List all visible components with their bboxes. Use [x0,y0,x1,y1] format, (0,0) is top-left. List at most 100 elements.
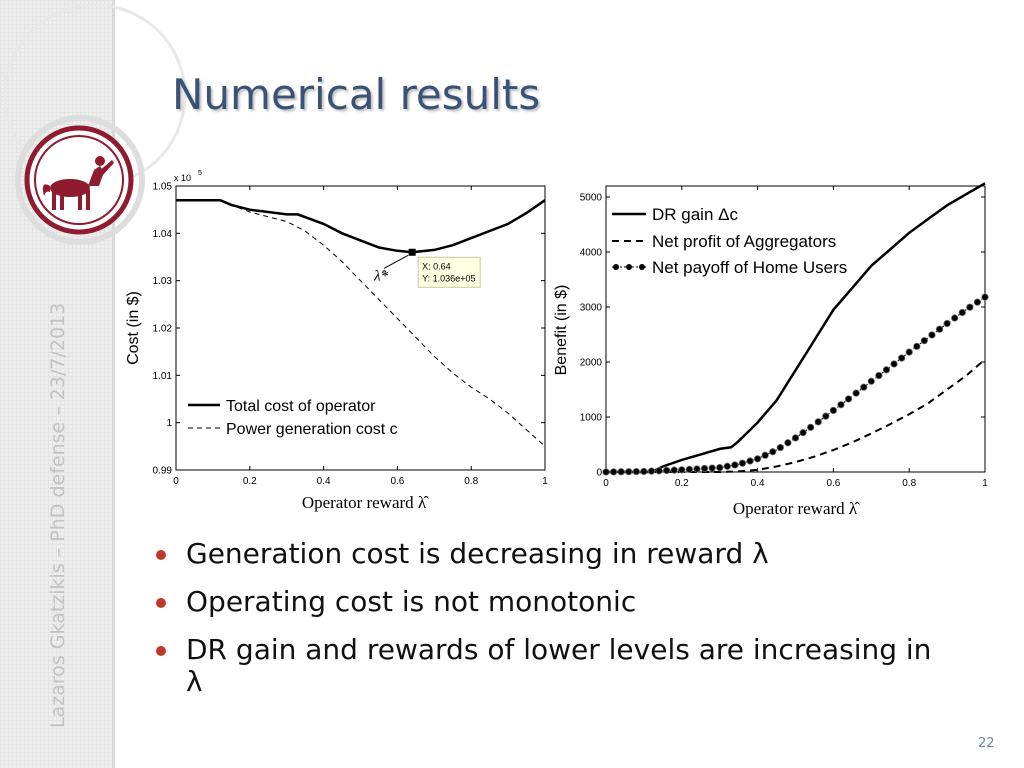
data-point [769,448,777,456]
data-point [943,319,951,328]
data-point [670,466,678,474]
data-point [791,434,800,442]
legend-label-dr-gain: DR gain Δc [652,205,738,224]
y-tick-label: 1.05 [153,182,173,193]
data-tip-y: Y: 1.036e+05 [422,273,475,283]
x-tick-label: 0.2 [243,476,257,487]
bullet-item: DR gain and rewards of lower levels are … [150,634,950,698]
sidebar-divider [112,0,115,768]
annotation-label: λ̂* [373,268,388,284]
legend-marker-home-users [626,264,632,270]
data-tip-marker [408,248,416,256]
data-point [753,455,762,463]
x-tick-label: 0.8 [464,476,478,487]
legend-right: DR gain Δc Net profit of Aggregators Net… [612,205,847,277]
data-point [738,459,747,467]
data-point [625,468,633,476]
legend-marker-home-users [613,264,619,270]
y-tick-label: 1000 [580,413,603,424]
bullet-text: DR gain and rewards of lower levels are … [186,633,932,698]
y-tick-label: 1.03 [153,276,173,287]
data-point [799,429,807,437]
series-markers-home-users [602,293,989,476]
y-tick-label: 0.99 [153,466,173,477]
x-tick-label: 0.4 [751,478,765,489]
page-number: 22 [978,736,995,751]
data-point [708,464,716,472]
data-point [685,465,693,473]
exponent-label: x 10 [174,173,191,183]
data-point [746,457,754,465]
bullet-marker [156,646,166,656]
bullet-item: Operating cost is not monotonic [150,586,950,618]
data-point [822,412,830,420]
x-tick-label: 0.8 [902,478,916,489]
series-line-generation-cost [176,199,546,447]
y-tick-label: 1.02 [153,324,173,335]
data-point [647,467,656,475]
data-point [844,395,853,403]
annotation-arrow [383,254,409,269]
x-axis-label-right: Operator reward λ̂ [733,499,860,518]
legend-label-home-users: Net payoff of Home Users [652,258,847,277]
plot-area-right [605,185,986,473]
bullet-text: Operating cost is not monotonic [186,585,637,618]
exponent-power: 5 [198,170,202,177]
data-point [829,406,838,414]
data-point [890,360,898,368]
data-tip-box [417,256,481,288]
bullet-item: Generation cost is decreasing in reward … [150,538,950,570]
slide-title: Numerical results [172,70,541,119]
legend-label-aggregators: Net profit of Aggregators [652,232,836,251]
x-tick-label: 0.6 [390,476,404,487]
data-point [700,464,709,473]
data-point [913,342,921,350]
series-line-dr-gain [606,182,986,474]
data-tip-x: X: 0.64 [422,261,451,271]
data-point [663,466,671,475]
data-point [882,366,891,374]
y-tick-label: 1.04 [153,229,173,240]
series-line-total-cost [176,198,546,254]
data-point [875,371,883,380]
y-tick-label: 3000 [580,303,603,314]
bullet-list: Generation cost is decreasing in reward … [150,538,950,714]
data-point [928,331,936,339]
legend-marker-home-users [639,264,645,270]
series-line-aggregators [606,358,986,473]
bullet-text: Generation cost is decreasing in reward … [186,537,769,570]
y-tick-label: 5000 [580,193,603,204]
data-point [920,337,928,345]
data-point [716,463,724,472]
data-point [609,468,618,476]
data-point [898,354,906,362]
bullet-marker [156,598,166,608]
data-point [640,467,648,476]
legend-label-total-cost: Total cost of operator [226,398,376,415]
legend-left: Total cost of operator Power generation … [188,398,398,438]
x-tick-label: 1 [542,476,548,487]
legend-label-generation-cost: Power generation cost c [226,421,398,438]
x-tick-label: 0 [173,476,179,487]
y-tick-label: 2000 [580,358,603,369]
data-point [632,467,640,476]
chart-benefit: 0 0.2 0.4 0.6 0.8 1 0 1000 2000 3000 4000 5000 Ben… [553,182,989,518]
x-tick-label: 0.4 [317,476,331,487]
data-point [761,451,769,459]
data-point [678,466,686,474]
y-axis-label-left: Cost (in $) [125,291,142,365]
data-point [617,468,625,476]
data-point [852,389,860,397]
data-point [776,443,784,452]
data-point [867,377,875,385]
x-tick-label: 0 [603,478,609,489]
data-point [958,308,966,317]
data-point [693,465,701,473]
data-point [935,325,944,333]
y-tick-label: 1 [166,418,172,429]
decorative-ring [15,115,145,245]
data-point [602,468,610,476]
x-tick-label: 1 [982,478,988,489]
